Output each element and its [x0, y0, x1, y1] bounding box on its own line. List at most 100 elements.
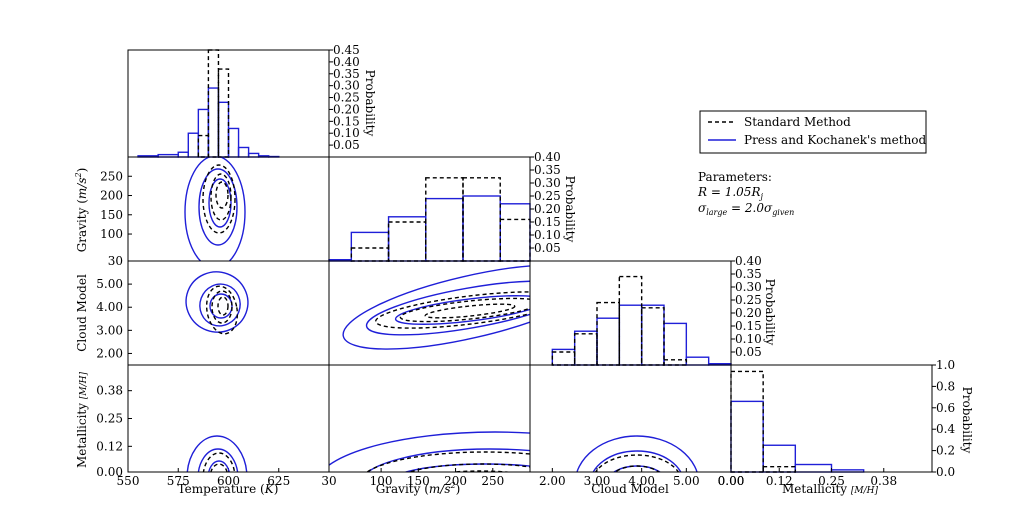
gravity-y-tick-label: 30: [108, 254, 123, 268]
hist-bar-press-kochanek-temperature: [197, 108, 210, 158]
hist-bar-press-kochanek-cloud-model: [573, 330, 598, 366]
gravity-y-tick-label: 200: [100, 189, 123, 203]
hist-bar-press-kochanek-gravity: [350, 231, 390, 262]
hist-bar-press-kochanek-gravity: [499, 203, 531, 262]
std-contour-inner: [217, 296, 229, 316]
pk-contour-mid: [198, 168, 238, 246]
panel-frame-temp-metal: [127, 364, 330, 473]
hist-bar-standard-metallicity: [730, 370, 764, 473]
hist-bar-standard-cloud-model: [618, 275, 643, 366]
pk-contour-mid: [366, 448, 530, 472]
metallicity-x-tick-label: 0.12: [766, 474, 793, 488]
std-contour-outer: [202, 164, 236, 234]
x-label-temperature: Temperature (K): [178, 482, 279, 496]
gravity-x-tick-label: 150: [407, 474, 430, 488]
prob-tick-label: 0.40: [333, 55, 360, 69]
parameter-sigma: σlarge = 2.0σgiven: [698, 201, 794, 217]
metallicity-x-tick-label: 0.00: [718, 474, 745, 488]
hist-bar-press-kochanek-cloud-model: [596, 317, 621, 366]
prob-tick-label: 0.20: [735, 306, 762, 320]
prob-label-temperature: Probability: [363, 70, 377, 137]
contour-temperature-metallicity: [186, 435, 248, 472]
hist-bar-press-kochanek-metallicity: [730, 400, 764, 473]
pk-contour-outer: [184, 157, 246, 261]
prob-tick-label: 0.10: [735, 332, 762, 346]
prob-tick-label: 0.25: [735, 293, 762, 307]
metallicity-y-tick-label: 0.38: [96, 384, 123, 398]
prob-tick-label: 0.35: [333, 67, 360, 81]
std-contour-outer: [205, 285, 239, 335]
x-label-cloud: Cloud Model: [591, 482, 669, 496]
y-label-gravity: Gravity (m/s2): [74, 168, 89, 253]
hist-bar-press-kochanek-cloud-model: [618, 304, 643, 366]
metallicity-y-tick-label: 0.25: [96, 412, 123, 426]
metallicity-y-tick-label: 0.00: [96, 465, 123, 479]
hist-bar-press-kochanek-metallicity: [794, 463, 833, 473]
hist-bar-press-kochanek-temperature: [187, 132, 200, 158]
hist-bar-standard-temperature: [197, 134, 210, 158]
x-label-gravity: Gravity (m/s2): [376, 481, 461, 496]
pk-contour-mid: [592, 450, 682, 472]
hist-bar-standard-gravity: [499, 218, 531, 262]
hist-bar-standard-temperature: [217, 68, 230, 158]
prob-label-gravity: Probability: [563, 176, 577, 243]
y-label-metallicity: Metallicity [M/H]: [75, 372, 89, 468]
panel-frame-metal-hist: [730, 364, 933, 473]
prob-tick-label: 0.05: [534, 241, 561, 255]
prob-label-cloud: Probability: [763, 279, 777, 346]
std-contour-mid: [407, 463, 530, 472]
cloud-y-tick-label: 5.00: [96, 277, 123, 291]
temperature-x-tick-label: 625: [267, 474, 290, 488]
prob-tick-label: 0.15: [534, 215, 561, 229]
hist-bar-standard-gravity: [350, 247, 390, 262]
cloud-y-tick-label: 2.00: [96, 346, 123, 360]
parameters-annotation: Parameters: R = 1.05Rj σlarge = 2.0σgive…: [697, 170, 794, 217]
prob-tick-label: 0.15: [333, 114, 360, 128]
panel-frame-gravity-cloud: [328, 260, 531, 366]
pk-contour-outer: [342, 264, 530, 350]
prob-tick-label: 0.05: [735, 345, 762, 359]
legend-press-label: Press and Kochanek's method: [744, 133, 927, 147]
hist-bar-standard-gravity: [425, 177, 464, 262]
pk-contour-inner: [209, 293, 233, 319]
temperature-x-tick-label: 600: [217, 474, 240, 488]
hist-bar-press-kochanek-cloud-model: [663, 322, 688, 366]
temperature-x-tick-label: 550: [117, 474, 140, 488]
hist-bar-press-kochanek-metallicity: [762, 444, 797, 473]
parameters-title: Parameters:: [698, 170, 772, 184]
prob-tick-label: 0.15: [735, 319, 762, 333]
hist-bar-press-kochanek-gravity: [425, 197, 464, 262]
pk-contour-mid: [365, 280, 530, 336]
prob-tick-label: 0.10: [534, 228, 561, 242]
hist-bar-standard-cloud-model: [596, 301, 621, 366]
prob-tick-label: 0.2: [936, 444, 955, 458]
cloud-x-tick-label: 5.00: [673, 474, 700, 488]
std-contour-inner: [424, 303, 516, 319]
prob-tick-label: 0.25: [534, 189, 561, 203]
pk-contour-mid: [199, 283, 241, 327]
hist-bar-standard-cloud-model: [573, 333, 598, 366]
prob-tick-label: 0.30: [333, 79, 360, 93]
hist-bar-standard-temperature: [207, 49, 220, 158]
hist-bar-press-kochanek-temperature: [237, 146, 250, 158]
prob-tick-label: 0.45: [333, 43, 360, 57]
panel-frame-temp-cloud: [127, 260, 330, 366]
temperature-x-tick-label: 575: [167, 474, 190, 488]
gravity-x-tick-label: 200: [444, 474, 467, 488]
prob-tick-label: 0.40: [735, 254, 762, 268]
prob-tick-label: 0.8: [936, 379, 955, 393]
hist-bar-press-kochanek-temperature: [247, 152, 260, 158]
pk-contour-outer: [576, 435, 698, 472]
legend-box: [699, 110, 927, 154]
panel-frame-gravity-metal: [328, 364, 531, 473]
cloud-x-tick-label: 2.00: [539, 474, 566, 488]
prob-tick-label: 0.6: [936, 401, 955, 415]
gravity-x-tick-label: 100: [370, 474, 393, 488]
hist-bar-press-kochanek-temperature: [207, 87, 220, 158]
std-contour-mid: [399, 297, 530, 323]
pk-contour-outer: [329, 431, 530, 467]
contour-cloud-metallicity: [576, 435, 698, 472]
prob-tick-label: 0.4: [936, 422, 955, 436]
pk-contour-outer: [185, 271, 249, 333]
prob-tick-label: 0.35: [735, 267, 762, 281]
